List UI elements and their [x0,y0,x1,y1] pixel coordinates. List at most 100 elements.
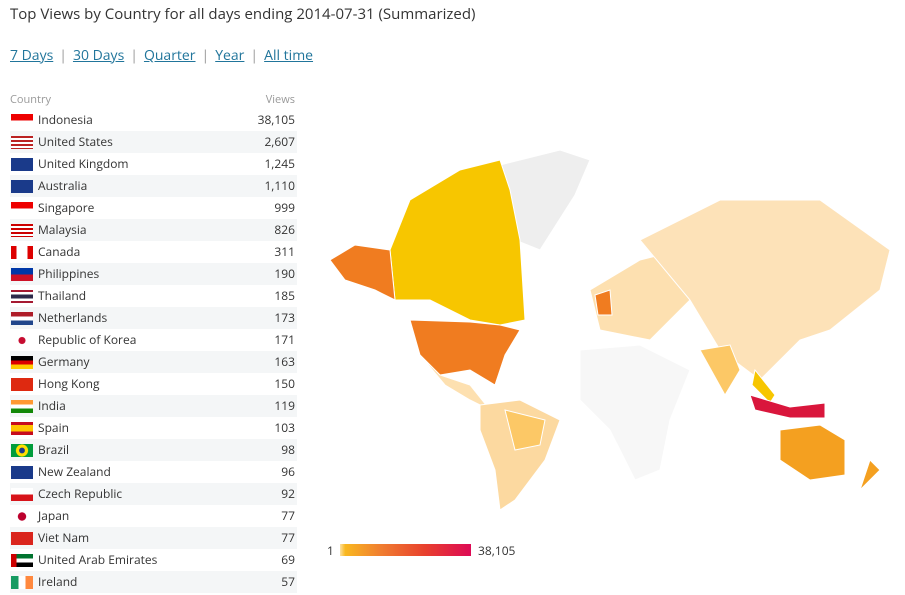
legend-min: 1 [327,542,334,559]
country-name: Brazil [38,441,70,458]
region [594,289,613,316]
view-count: 185 [274,287,295,304]
view-count: 77 [281,529,295,546]
region [579,344,691,481]
country-name: Hong Kong [38,375,100,392]
table-row: Malaysia 826 [10,219,297,241]
table-row: Germany 163 [10,351,297,373]
table-row: Viet Nam 77 [10,527,297,549]
country-name: Australia [38,177,88,194]
table-row: United Kingdom 1,245 [10,153,297,175]
column-header: Views [265,92,295,107]
table-row: Singapore 999 [10,197,297,219]
view-count: 173 [274,309,295,326]
period-link[interactable]: All time [264,46,314,65]
view-count: 96 [281,463,295,480]
legend-gradient [340,544,471,556]
region [859,459,881,491]
period-link[interactable]: 7 Days [10,46,54,65]
table-row: Japan 77 [10,505,297,527]
view-count: 163 [274,353,295,370]
region [779,424,846,481]
separator: | [59,46,67,65]
table-row: Thailand 185 [10,285,297,307]
country-name: United Arab Emirates [38,551,158,568]
flag-icon [11,158,33,171]
flag-icon [11,466,33,479]
flag-icon [11,400,33,413]
view-count: 69 [281,551,295,568]
separator: | [250,46,259,65]
country-name: Philippines [38,265,100,282]
flag-icon [11,246,33,259]
country-name: India [38,397,66,414]
flag-icon [11,356,33,369]
separator: | [201,46,210,65]
table-row: Australia 1,110 [10,175,297,197]
country-name: Czech Republic [38,485,123,502]
page-title: Top Views by Country for all days ending… [10,4,476,24]
period-link[interactable]: Year [215,46,245,65]
region [749,394,826,419]
table-row: Canada 311 [10,241,297,263]
view-count: 1,245 [264,155,295,172]
flag-icon [11,554,33,567]
flag-icon [11,444,33,457]
view-count: 119 [274,397,295,414]
table-header: Country Views [10,90,297,109]
view-count: 1,110 [264,177,295,194]
flag-icon [11,136,33,149]
flag-icon [11,312,33,325]
flag-icon [11,180,33,193]
country-name: Singapore [38,199,95,216]
region [504,409,546,451]
country-name: Thailand [38,287,87,304]
region [409,319,521,386]
country-name: Canada [38,243,81,260]
legend-max: 38,105 [478,542,516,559]
world-map [329,149,891,511]
table-row: Hong Kong 150 [10,373,297,395]
view-count: 92 [281,485,295,502]
country-name: Germany [38,353,90,370]
country-name: Malaysia [38,221,87,238]
view-count: 171 [274,331,295,348]
map-legend: 1 38,105 [325,538,555,562]
period-link[interactable]: 30 Days [72,46,125,65]
region [639,199,891,381]
table-row: New Zealand 96 [10,461,297,483]
country-name: United States [38,133,113,150]
view-count: 826 [274,221,295,238]
table-row: Brazil 98 [10,439,297,461]
flag-icon [11,532,33,545]
table-row: Indonesia 38,105 [10,109,297,131]
view-count: 98 [281,441,295,458]
country-name: Netherlands [38,309,108,326]
flag-icon [11,422,33,435]
table-row: India 119 [10,395,297,417]
view-count: 77 [281,507,295,524]
view-count: 57 [281,573,295,590]
country-name: Ireland [38,573,78,590]
view-count: 38,105 [257,111,295,128]
table-row: Czech Republic 92 [10,483,297,505]
table-body: Indonesia 38,105 United States 2,607 United … [10,109,297,593]
table-row: Republic of Korea 171 [10,329,297,351]
table-row: United Arab Emirates 69 [10,549,297,571]
view-count: 190 [274,265,295,282]
table-row: United States 2,607 [10,131,297,153]
flag-icon [11,290,33,303]
flag-icon [11,510,33,523]
table-row: Philippines 190 [10,263,297,285]
table-row: Netherlands 173 [10,307,297,329]
table-row: Ireland 57 [10,571,297,593]
view-count: 2,607 [264,133,295,150]
flag-icon [11,224,33,237]
period-link[interactable]: Quarter [143,46,196,65]
country-table: Country Views Indonesia 38,105 United Stat… [10,90,297,593]
view-count: 311 [274,243,295,260]
flag-icon [11,202,33,215]
flag-icon [11,268,33,281]
view-count: 999 [274,199,295,216]
